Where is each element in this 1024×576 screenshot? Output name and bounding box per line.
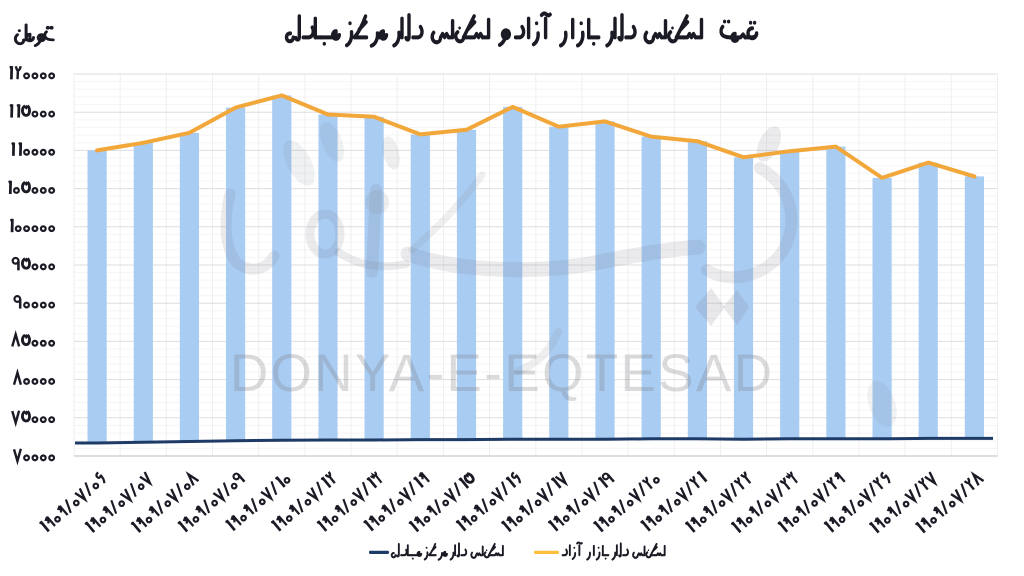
svg-text:DONYA-E-EQTESAD: DONYA-E-EQTESAD	[230, 344, 772, 403]
